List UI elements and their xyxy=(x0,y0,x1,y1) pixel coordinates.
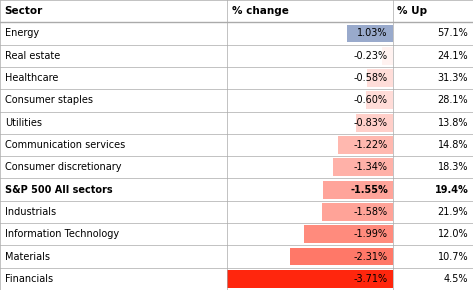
Text: 24.1%: 24.1% xyxy=(438,51,468,61)
Bar xyxy=(0,134,473,156)
Text: -2.31%: -2.31% xyxy=(354,251,388,262)
Text: Industrials: Industrials xyxy=(5,207,56,217)
Text: Utilities: Utilities xyxy=(5,118,42,128)
Bar xyxy=(324,181,393,199)
Text: -0.23%: -0.23% xyxy=(354,51,388,61)
Text: -0.60%: -0.60% xyxy=(354,95,388,105)
Bar xyxy=(0,245,473,268)
Text: 10.7%: 10.7% xyxy=(438,251,468,262)
Bar xyxy=(356,114,393,132)
Text: Energy: Energy xyxy=(5,28,39,39)
Text: S&P 500 All sectors: S&P 500 All sectors xyxy=(5,185,113,195)
Bar xyxy=(382,47,393,65)
Text: -1.58%: -1.58% xyxy=(354,207,388,217)
Text: -3.71%: -3.71% xyxy=(354,274,388,284)
Bar xyxy=(0,178,473,201)
Bar xyxy=(0,22,473,45)
Bar xyxy=(0,0,473,22)
Text: Real estate: Real estate xyxy=(5,51,60,61)
Text: Consumer staples: Consumer staples xyxy=(5,95,93,105)
Text: -0.58%: -0.58% xyxy=(354,73,388,83)
Text: Communication services: Communication services xyxy=(5,140,125,150)
Bar xyxy=(0,156,473,178)
Text: Information Technology: Information Technology xyxy=(5,229,119,239)
Text: -1.34%: -1.34% xyxy=(354,162,388,172)
Text: % change: % change xyxy=(232,6,289,16)
Text: -1.55%: -1.55% xyxy=(350,185,388,195)
Text: 1.03%: 1.03% xyxy=(358,28,388,39)
Text: 4.5%: 4.5% xyxy=(444,274,468,284)
Text: Materials: Materials xyxy=(5,251,50,262)
Text: -1.99%: -1.99% xyxy=(354,229,388,239)
Bar xyxy=(304,225,393,243)
Bar xyxy=(333,158,393,176)
Bar xyxy=(0,201,473,223)
Text: % Up: % Up xyxy=(397,6,428,16)
Text: -1.22%: -1.22% xyxy=(354,140,388,150)
Bar xyxy=(0,45,473,67)
Text: Financials: Financials xyxy=(5,274,53,284)
Bar xyxy=(0,67,473,89)
Text: 21.9%: 21.9% xyxy=(438,207,468,217)
Bar xyxy=(227,270,393,288)
Text: 14.8%: 14.8% xyxy=(438,140,468,150)
Bar xyxy=(367,69,393,87)
Bar xyxy=(0,268,473,290)
Bar xyxy=(0,89,473,112)
Text: 18.3%: 18.3% xyxy=(438,162,468,172)
Text: -0.83%: -0.83% xyxy=(354,118,388,128)
Text: 31.3%: 31.3% xyxy=(438,73,468,83)
Bar xyxy=(289,248,393,265)
Bar xyxy=(0,223,473,245)
Text: Consumer discretionary: Consumer discretionary xyxy=(5,162,121,172)
Bar xyxy=(338,136,393,154)
Text: 28.1%: 28.1% xyxy=(438,95,468,105)
Bar xyxy=(366,91,393,109)
Text: 19.4%: 19.4% xyxy=(435,185,468,195)
Bar xyxy=(0,112,473,134)
Text: 13.8%: 13.8% xyxy=(438,118,468,128)
Text: Sector: Sector xyxy=(5,6,43,16)
Bar xyxy=(347,25,393,42)
Bar xyxy=(322,203,393,221)
Text: 57.1%: 57.1% xyxy=(438,28,468,39)
Text: 12.0%: 12.0% xyxy=(438,229,468,239)
Text: Healthcare: Healthcare xyxy=(5,73,58,83)
